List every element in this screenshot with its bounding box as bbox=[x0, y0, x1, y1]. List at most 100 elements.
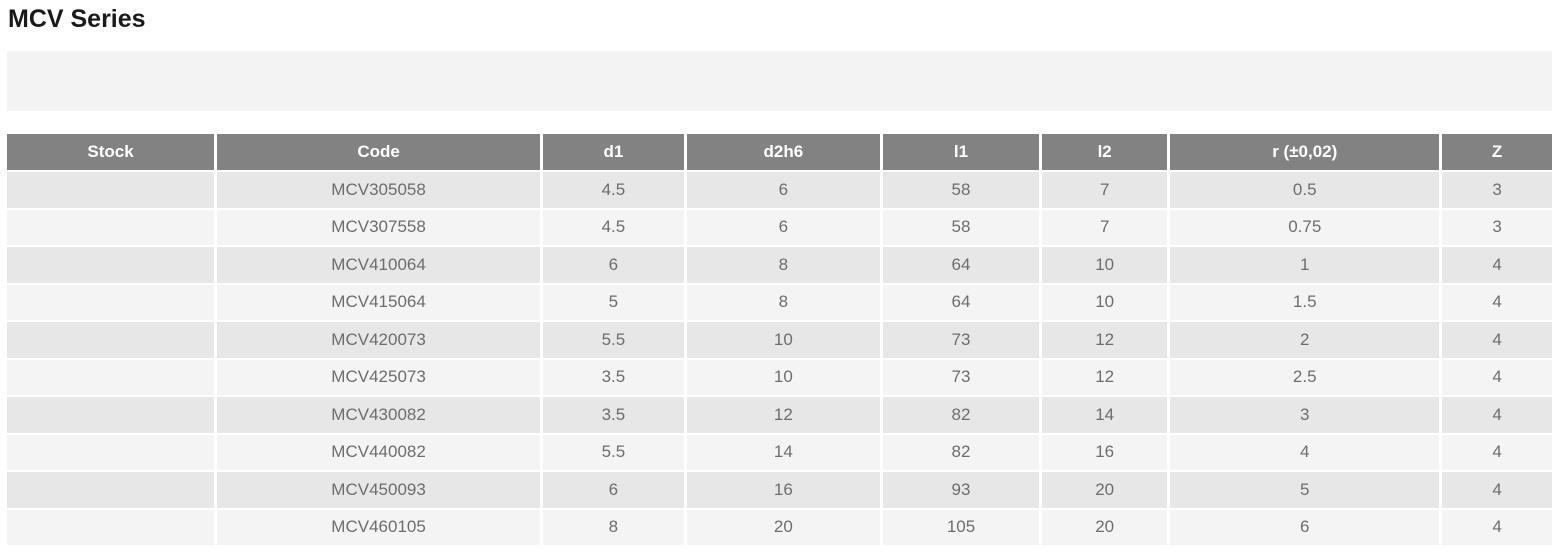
table-row: MCV440082 5.5 14 82 16 4 4 bbox=[7, 433, 1552, 472]
cell-d2h6: 16 bbox=[685, 471, 883, 510]
cell-l1: 73 bbox=[881, 321, 1043, 360]
cell-code: MCV415064 bbox=[215, 283, 544, 322]
column-header-l2: l2 bbox=[1040, 134, 1171, 172]
cell-z: 4 bbox=[1440, 358, 1552, 397]
cell-l2: 20 bbox=[1040, 471, 1171, 510]
cell-l2: 12 bbox=[1040, 358, 1171, 397]
cell-d1: 5 bbox=[541, 283, 687, 322]
cell-stock bbox=[7, 433, 218, 472]
cell-l2: 14 bbox=[1040, 396, 1171, 435]
cell-l2: 10 bbox=[1040, 246, 1171, 285]
cell-r: 2 bbox=[1168, 321, 1443, 360]
cell-r: 0.75 bbox=[1168, 208, 1443, 247]
table-body: MCV305058 4.5 6 58 7 0.5 3 MCV307558 4.5… bbox=[7, 171, 1552, 545]
table-row: MCV460105 8 20 105 20 6 4 bbox=[7, 508, 1552, 545]
table-header: Stock Code d1 d2h6 l1 l2 r (±0,02) Z bbox=[7, 134, 1552, 172]
cell-l2: 16 bbox=[1040, 433, 1171, 472]
cell-r: 2.5 bbox=[1168, 358, 1443, 397]
cell-l1: 58 bbox=[881, 171, 1043, 210]
cell-code: MCV305058 bbox=[215, 171, 544, 210]
cell-z: 4 bbox=[1440, 508, 1552, 545]
cell-d2h6: 12 bbox=[685, 396, 883, 435]
cell-stock bbox=[7, 283, 218, 322]
column-header-r: r (±0,02) bbox=[1168, 134, 1443, 172]
cell-d2h6: 6 bbox=[685, 171, 883, 210]
cell-r: 3 bbox=[1168, 396, 1443, 435]
table-row: MCV305058 4.5 6 58 7 0.5 3 bbox=[7, 171, 1552, 210]
cell-d1: 5.5 bbox=[541, 433, 687, 472]
cell-d1: 3.5 bbox=[541, 396, 687, 435]
cell-z: 4 bbox=[1440, 471, 1552, 510]
cell-stock bbox=[7, 358, 218, 397]
cell-z: 4 bbox=[1440, 396, 1552, 435]
cell-r: 5 bbox=[1168, 471, 1443, 510]
cell-d1: 6 bbox=[541, 246, 687, 285]
column-header-l1: l1 bbox=[881, 134, 1043, 172]
cell-d2h6: 20 bbox=[685, 508, 883, 545]
table-row: MCV307558 4.5 6 58 7 0.75 3 bbox=[7, 208, 1552, 247]
cell-stock bbox=[7, 508, 218, 545]
cell-d1: 6 bbox=[541, 471, 687, 510]
table-row: MCV450093 6 16 93 20 5 4 bbox=[7, 471, 1552, 510]
cell-code: MCV460105 bbox=[215, 508, 544, 545]
table-row: MCV425073 3.5 10 73 12 2.5 4 bbox=[7, 358, 1552, 397]
cell-l2: 7 bbox=[1040, 208, 1171, 247]
cell-stock bbox=[7, 171, 218, 210]
cell-code: MCV430082 bbox=[215, 396, 544, 435]
cell-l2: 7 bbox=[1040, 171, 1171, 210]
cell-d1: 3.5 bbox=[541, 358, 687, 397]
cell-z: 4 bbox=[1440, 433, 1552, 472]
cell-d1: 4.5 bbox=[541, 208, 687, 247]
cell-r: 6 bbox=[1168, 508, 1443, 545]
cell-d1: 5.5 bbox=[541, 321, 687, 360]
column-header-z: Z bbox=[1440, 134, 1552, 172]
column-header-stock: Stock bbox=[7, 134, 218, 172]
cell-r: 0.5 bbox=[1168, 171, 1443, 210]
cell-z: 4 bbox=[1440, 321, 1552, 360]
cell-code: MCV425073 bbox=[215, 358, 544, 397]
cell-z: 4 bbox=[1440, 246, 1552, 285]
cell-code: MCV440082 bbox=[215, 433, 544, 472]
cell-l1: 64 bbox=[881, 246, 1043, 285]
cell-l2: 20 bbox=[1040, 508, 1171, 545]
cell-d1: 4.5 bbox=[541, 171, 687, 210]
table-row: MCV420073 5.5 10 73 12 2 4 bbox=[7, 321, 1552, 360]
table-row: MCV415064 5 8 64 10 1.5 4 bbox=[7, 283, 1552, 322]
cell-stock bbox=[7, 208, 218, 247]
cell-r: 1.5 bbox=[1168, 283, 1443, 322]
cell-r: 4 bbox=[1168, 433, 1443, 472]
cell-d2h6: 14 bbox=[685, 433, 883, 472]
cell-stock bbox=[7, 471, 218, 510]
table-row: MCV410064 6 8 64 10 1 4 bbox=[7, 246, 1552, 285]
spec-table: Stock Code d1 d2h6 l1 l2 r (±0,02) Z MCV… bbox=[7, 134, 1552, 545]
banner-strip bbox=[7, 51, 1552, 111]
cell-z: 3 bbox=[1440, 171, 1552, 210]
cell-code: MCV450093 bbox=[215, 471, 544, 510]
cell-r: 1 bbox=[1168, 246, 1443, 285]
cell-l1: 105 bbox=[881, 508, 1043, 545]
column-header-code: Code bbox=[215, 134, 544, 172]
cell-z: 3 bbox=[1440, 208, 1552, 247]
cell-d2h6: 10 bbox=[685, 321, 883, 360]
cell-stock bbox=[7, 396, 218, 435]
cell-l2: 12 bbox=[1040, 321, 1171, 360]
page-title: MCV Series bbox=[8, 5, 146, 33]
cell-l1: 73 bbox=[881, 358, 1043, 397]
cell-l1: 82 bbox=[881, 433, 1043, 472]
header-row: Stock Code d1 d2h6 l1 l2 r (±0,02) Z bbox=[7, 134, 1552, 172]
cell-d1: 8 bbox=[541, 508, 687, 545]
cell-code: MCV410064 bbox=[215, 246, 544, 285]
column-header-d2h6: d2h6 bbox=[685, 134, 883, 172]
cell-z: 4 bbox=[1440, 283, 1552, 322]
cell-stock bbox=[7, 246, 218, 285]
cell-d2h6: 6 bbox=[685, 208, 883, 247]
cell-l1: 64 bbox=[881, 283, 1043, 322]
table-row: MCV430082 3.5 12 82 14 3 4 bbox=[7, 396, 1552, 435]
cell-l1: 58 bbox=[881, 208, 1043, 247]
cell-code: MCV307558 bbox=[215, 208, 544, 247]
cell-d2h6: 8 bbox=[685, 246, 883, 285]
cell-l1: 82 bbox=[881, 396, 1043, 435]
cell-d2h6: 8 bbox=[685, 283, 883, 322]
cell-code: MCV420073 bbox=[215, 321, 544, 360]
cell-l2: 10 bbox=[1040, 283, 1171, 322]
